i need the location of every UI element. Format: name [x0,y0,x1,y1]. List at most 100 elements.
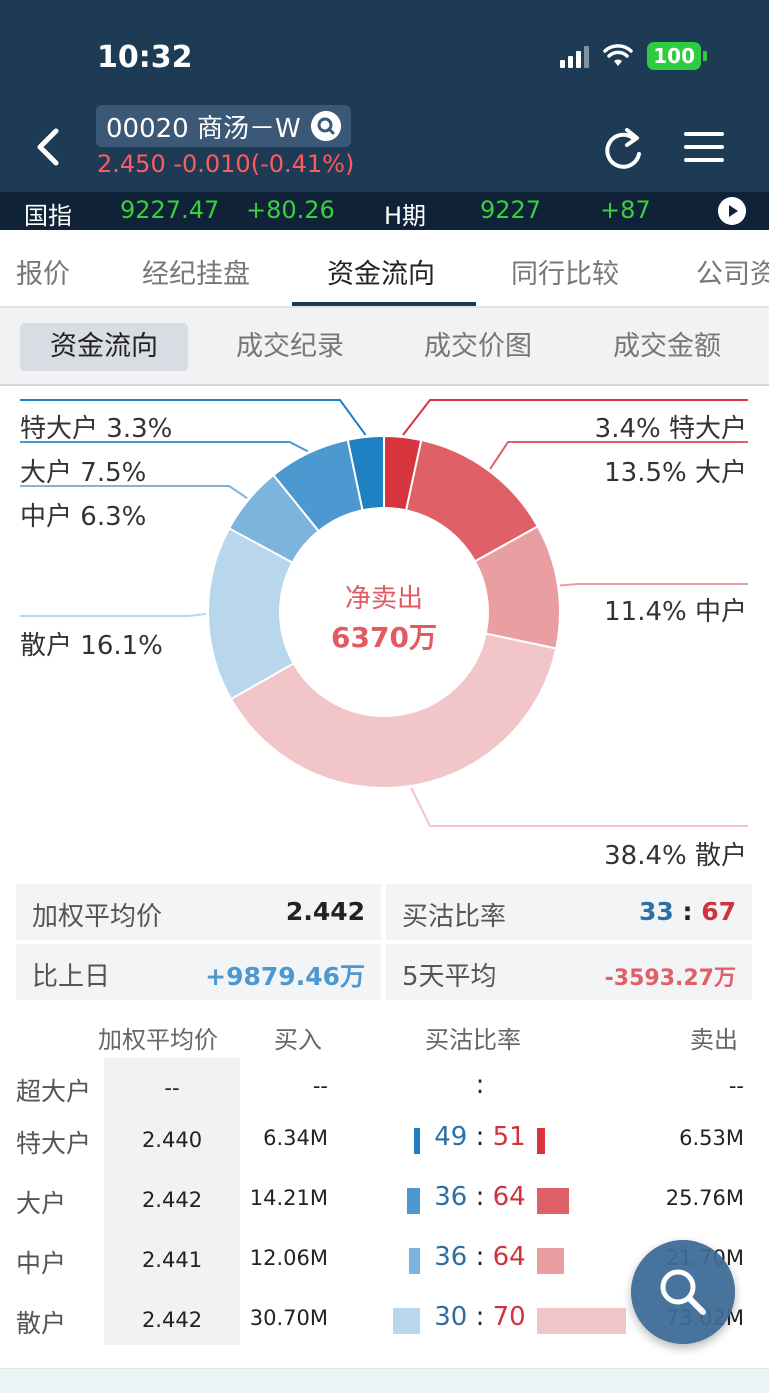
buy-leader-retail [20,612,207,617]
row-ratio: : [475,1070,485,1100]
status-icons: 100 [560,42,707,70]
row-avg-price: 2.442 [141,1308,203,1332]
sell-label-large: 13.5% 大户 [604,458,747,488]
sell-leader-large [489,441,748,470]
subtab-price-chart[interactable]: 成交价图 [424,331,532,362]
tab-quote[interactable]: 报价 [16,259,70,290]
buy-label-medium: 中户 6.3% [20,502,147,532]
ticker-futures-value: 9227 [480,196,542,224]
subtab-trade-record[interactable]: 成交纪录 [236,331,344,362]
col-header-avg: 加权平均价 [98,1026,218,1054]
row-buy-amount: 6.34M [263,1126,328,1150]
col-header-ratio: 买沽比率 [425,1026,521,1054]
buy-label-large: 大户 7.5% [20,458,147,488]
battery-level: 100 [647,42,701,70]
flow-breakdown-table: 加权平均价 买入 买沽比率 卖出 超大户 -- -- : -- 特大户 2.440 6.3… [0,1010,769,1345]
sub-tab-bar: 资金流向 成交纪录 成交价图 成交金额 [0,308,769,386]
row-buy-amount: 30.70M [249,1306,328,1330]
tab-peer-comparison[interactable]: 同行比较 [511,259,619,290]
sell-leader-super-large [402,399,748,436]
search-stock-icon[interactable] [310,111,341,141]
stock-quote: 2.450 -0.010(-0.41%) [97,150,355,178]
buy-slice-super-large [346,434,385,512]
row-category: 特大户 [16,1129,92,1158]
row-avg-price: 2.441 [141,1248,203,1272]
capital-flow-donut: 净卖出 6370万 特大户 3.3% 大户 7.5% 中户 6.3% 散户 16… [0,386,769,876]
bottom-panel-edge [0,1368,769,1393]
row-ratio: 36 : 64 [434,1242,526,1272]
flow-summary: 加权平均价 2.442 买沽比率 33 : 67 比上日 +9879.46万 5… [16,884,752,1000]
buy-ratio-bar [414,1128,420,1154]
ticker-futures-change: +87 [600,196,651,224]
summary-prev-label: 比上日 [32,962,111,992]
summary-ratio: 买沽比率 33 : 67 [386,884,752,940]
summary-5day-avg: 5天平均 -3593.27万 [386,944,752,1000]
summary-avg-value: 2.442 [285,897,365,926]
subtab-capital-flow[interactable]: 资金流向 [20,323,188,371]
buy-ratio-bar [407,1188,420,1214]
col-header-sell: 卖出 [690,1026,738,1054]
buy-ratio-bar [409,1248,420,1274]
floating-search-button[interactable] [631,1240,735,1344]
wifi-icon [603,44,633,66]
summary-five-label: 5天平均 [402,962,497,992]
main-tab-bar: 报价 经纪挂盘 资金流向 同行比较 公司资 [0,230,769,308]
buy-leader-medium [20,485,248,500]
summary-ratio-label: 买沽比率 [402,902,507,932]
sell-label-super-large: 3.4% 特大户 [594,414,747,444]
row-ratio: 49 : 51 [434,1122,526,1152]
buy-leader-large [20,441,309,453]
ticker-index-value: 9227.47 [120,196,220,224]
sell-ratio-bar [537,1128,545,1154]
row-avg-price: 2.440 [141,1128,203,1152]
buy-label-retail: 散户 16.1% [20,631,163,661]
row-avg-price: -- [164,1076,180,1100]
tab-capital-flow[interactable]: 资金流向 [327,259,435,290]
donut-chart [20,399,748,827]
row-buy-amount: -- [312,1074,328,1098]
back-arrow-icon[interactable] [30,125,70,169]
row-buy-amount: 12.06M [249,1246,328,1270]
sell-ratio-bar [537,1188,569,1214]
tab-broker-queue[interactable]: 经纪挂盘 [142,259,250,290]
row-category: 散户 [16,1309,67,1338]
summary-ratio-value: 33 : 67 [638,897,736,926]
row-avg-price: 2.442 [141,1188,203,1212]
tab-company-info[interactable]: 公司资 [696,259,769,290]
sell-leader-retail [410,787,748,827]
sell-ratio-bar [537,1308,627,1334]
row-super-large: 超大户 -- -- : -- [0,1058,769,1118]
row-category: 超大户 [16,1077,92,1106]
cellular-signal-icon [560,44,590,68]
sell-ratio-bar [537,1248,564,1274]
row-sell-amount: 6.53M [679,1126,744,1150]
subtab-trade-amount[interactable]: 成交金额 [613,331,721,362]
row-category: 大户 [16,1189,67,1218]
row-ratio: 30 : 70 [434,1302,526,1332]
row-extra-large: 特大户 2.440 6.34M 49 : 51 6.53M [0,1110,769,1170]
row-large: 大户 2.442 14.21M 36 : 64 25.76M [0,1170,769,1230]
summary-avg-label: 加权平均价 [32,902,163,932]
battery-icon: 100 [647,42,707,70]
summary-prev-value: +9879.46万 [205,962,365,991]
sell-leader-medium [559,583,748,587]
sell-label-retail: 38.4% 散户 [604,841,747,871]
sell-slice-retail [229,632,558,789]
sell-label-medium: 11.4% 中户 [604,597,747,627]
play-icon[interactable] [718,197,746,225]
ticker-index-change: +80.26 [246,196,335,224]
ticker-futures-name: H期 [384,202,427,230]
summary-five-value: -3593.27万 [604,966,736,991]
net-flow-label: 净卖出 [344,584,423,614]
ticker-index-name: 国指 [24,202,72,230]
stock-title: 00020 商汤－W [106,113,301,144]
app-header: 10:32 100 00020 商汤－W 2.450 -0.010(-0.41%… [0,0,769,192]
index-ticker[interactable]: 国指 9227.47 +80.26 H期 9227 +87 [0,192,769,230]
stock-title-box[interactable]: 00020 商汤－W [96,105,351,147]
row-buy-amount: 14.21M [249,1186,328,1210]
buy-label-super-large: 特大户 3.3% [20,414,173,444]
active-tab-indicator [292,302,476,306]
refresh-icon[interactable] [600,124,646,174]
summary-avg-price: 加权平均价 2.442 [16,884,381,940]
menu-icon[interactable] [684,132,724,166]
